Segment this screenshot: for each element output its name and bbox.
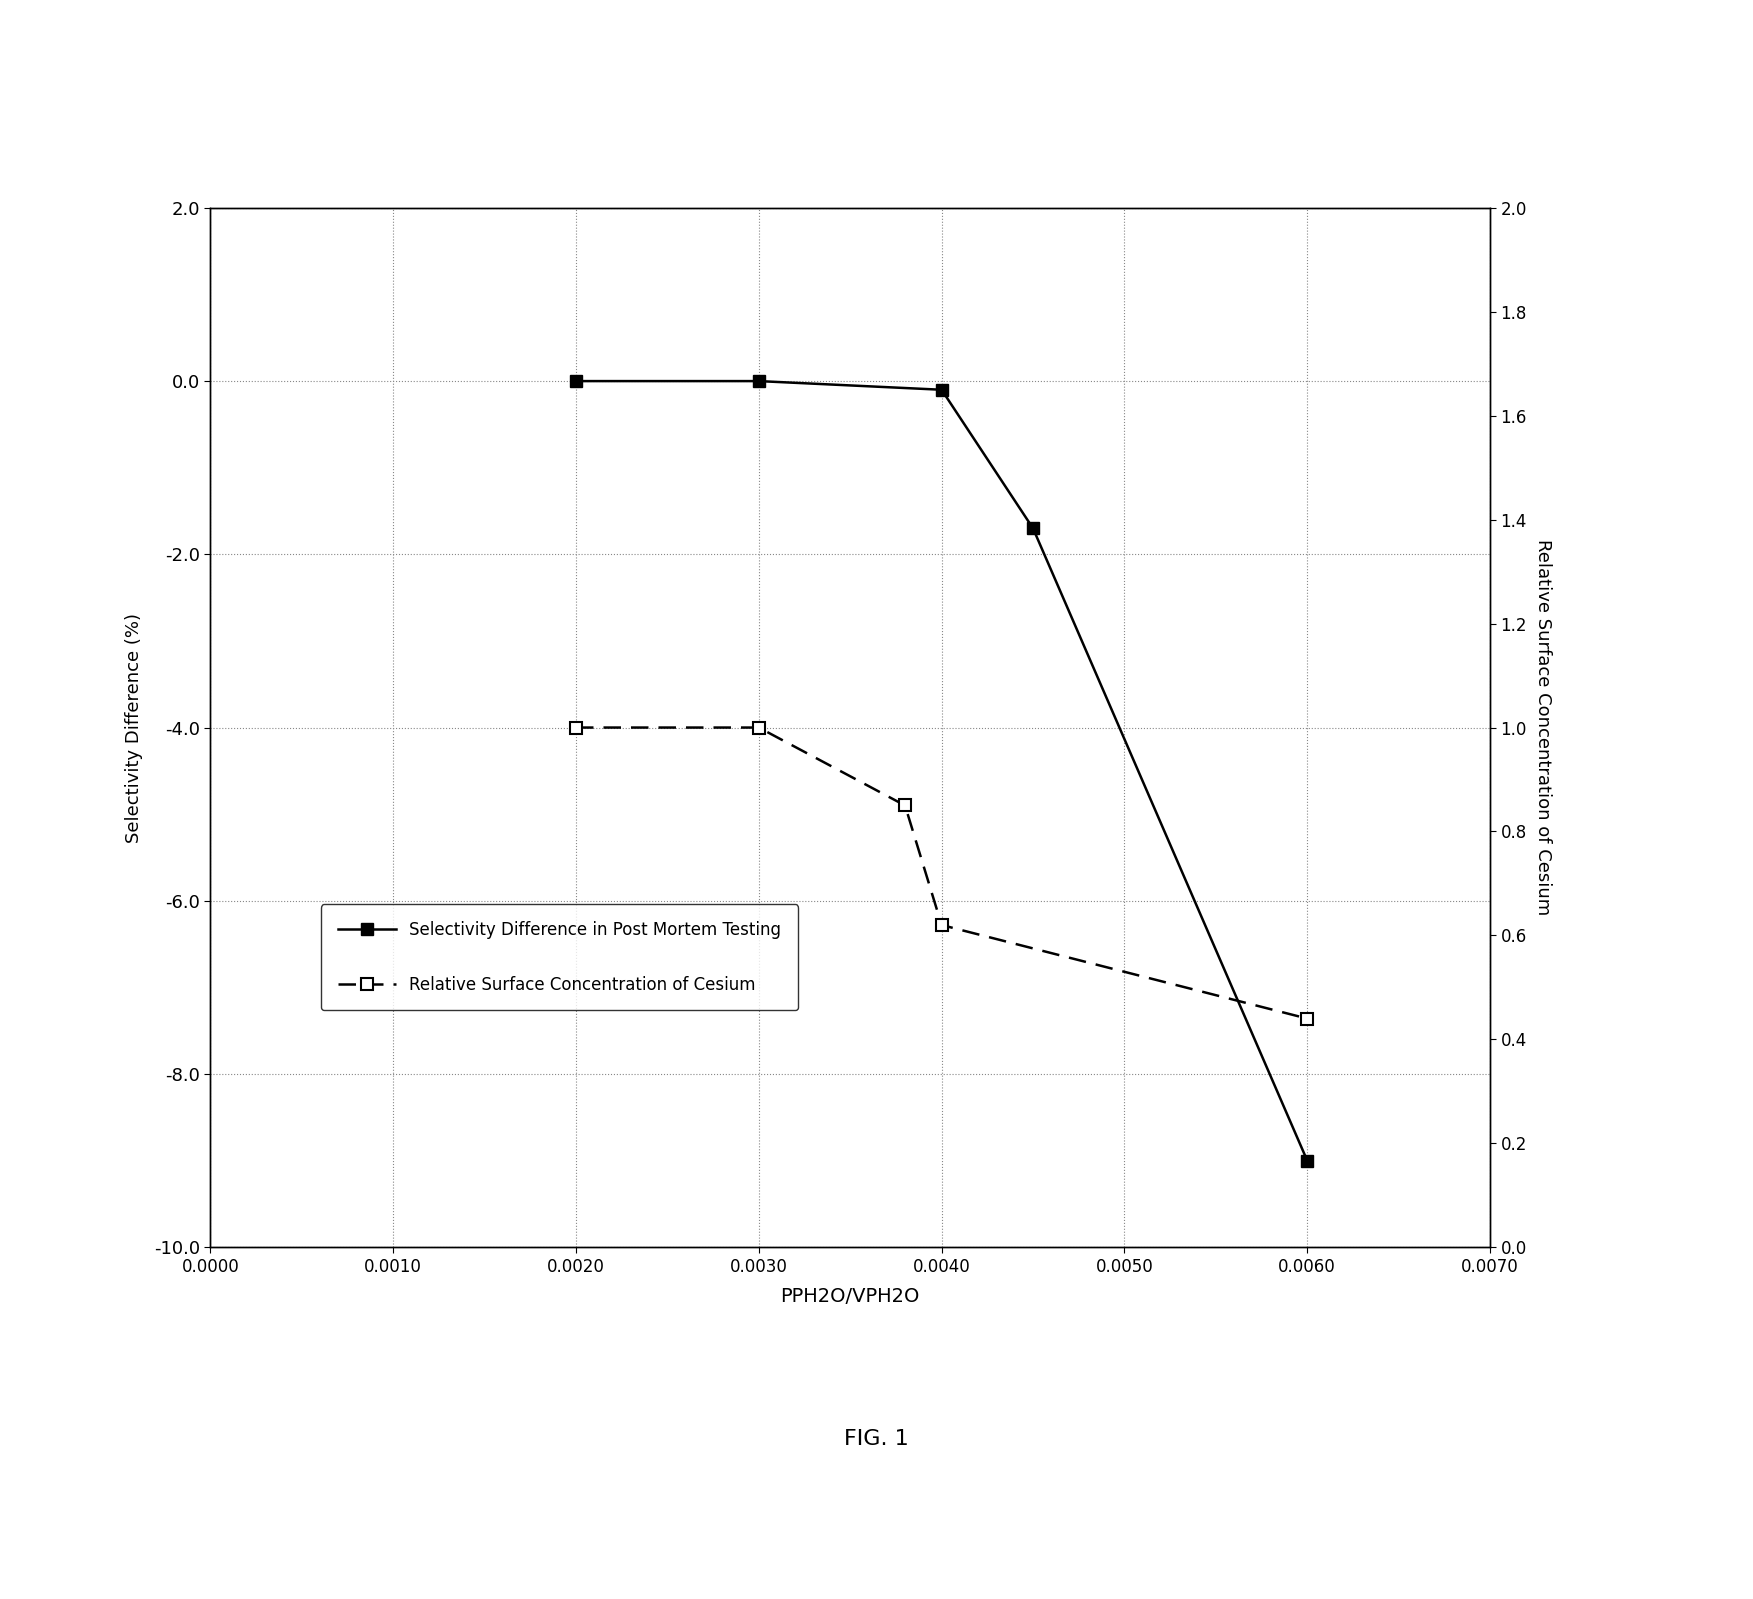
Legend: Selectivity Difference in Post Mortem Testing, Relative Surface Concentration of: Selectivity Difference in Post Mortem Te… [321, 903, 798, 1011]
Selectivity Difference in Post Mortem Testing [749, 371, 770, 390]
Line: Selectivity Difference in Post Mortem Testing: Selectivity Difference in Post Mortem Te… [570, 374, 1313, 1167]
Selectivity Difference in Post Mortem Testing [566, 371, 587, 390]
X-axis label: PPH2O/VPH2O: PPH2O/VPH2O [780, 1287, 920, 1306]
Selectivity Difference in Post Mortem Testing [931, 381, 952, 400]
Text: FIG. 1: FIG. 1 [845, 1430, 908, 1449]
Relative Surface Concentration of Cesium [749, 718, 770, 737]
Y-axis label: Relative Surface Concentration of Cesium: Relative Surface Concentration of Cesium [1534, 539, 1551, 916]
Relative Surface Concentration of Cesium [566, 718, 587, 737]
Selectivity Difference in Post Mortem Testing [1022, 518, 1043, 537]
Y-axis label: Selectivity Difference (%): Selectivity Difference (%) [124, 612, 142, 843]
Selectivity Difference in Post Mortem Testing [1297, 1151, 1318, 1170]
Line: Relative Surface Concentration of Cesium: Relative Surface Concentration of Cesium [570, 721, 1313, 1025]
Relative Surface Concentration of Cesium [1297, 1009, 1318, 1028]
Relative Surface Concentration of Cesium [894, 796, 915, 815]
Relative Surface Concentration of Cesium [931, 915, 952, 934]
